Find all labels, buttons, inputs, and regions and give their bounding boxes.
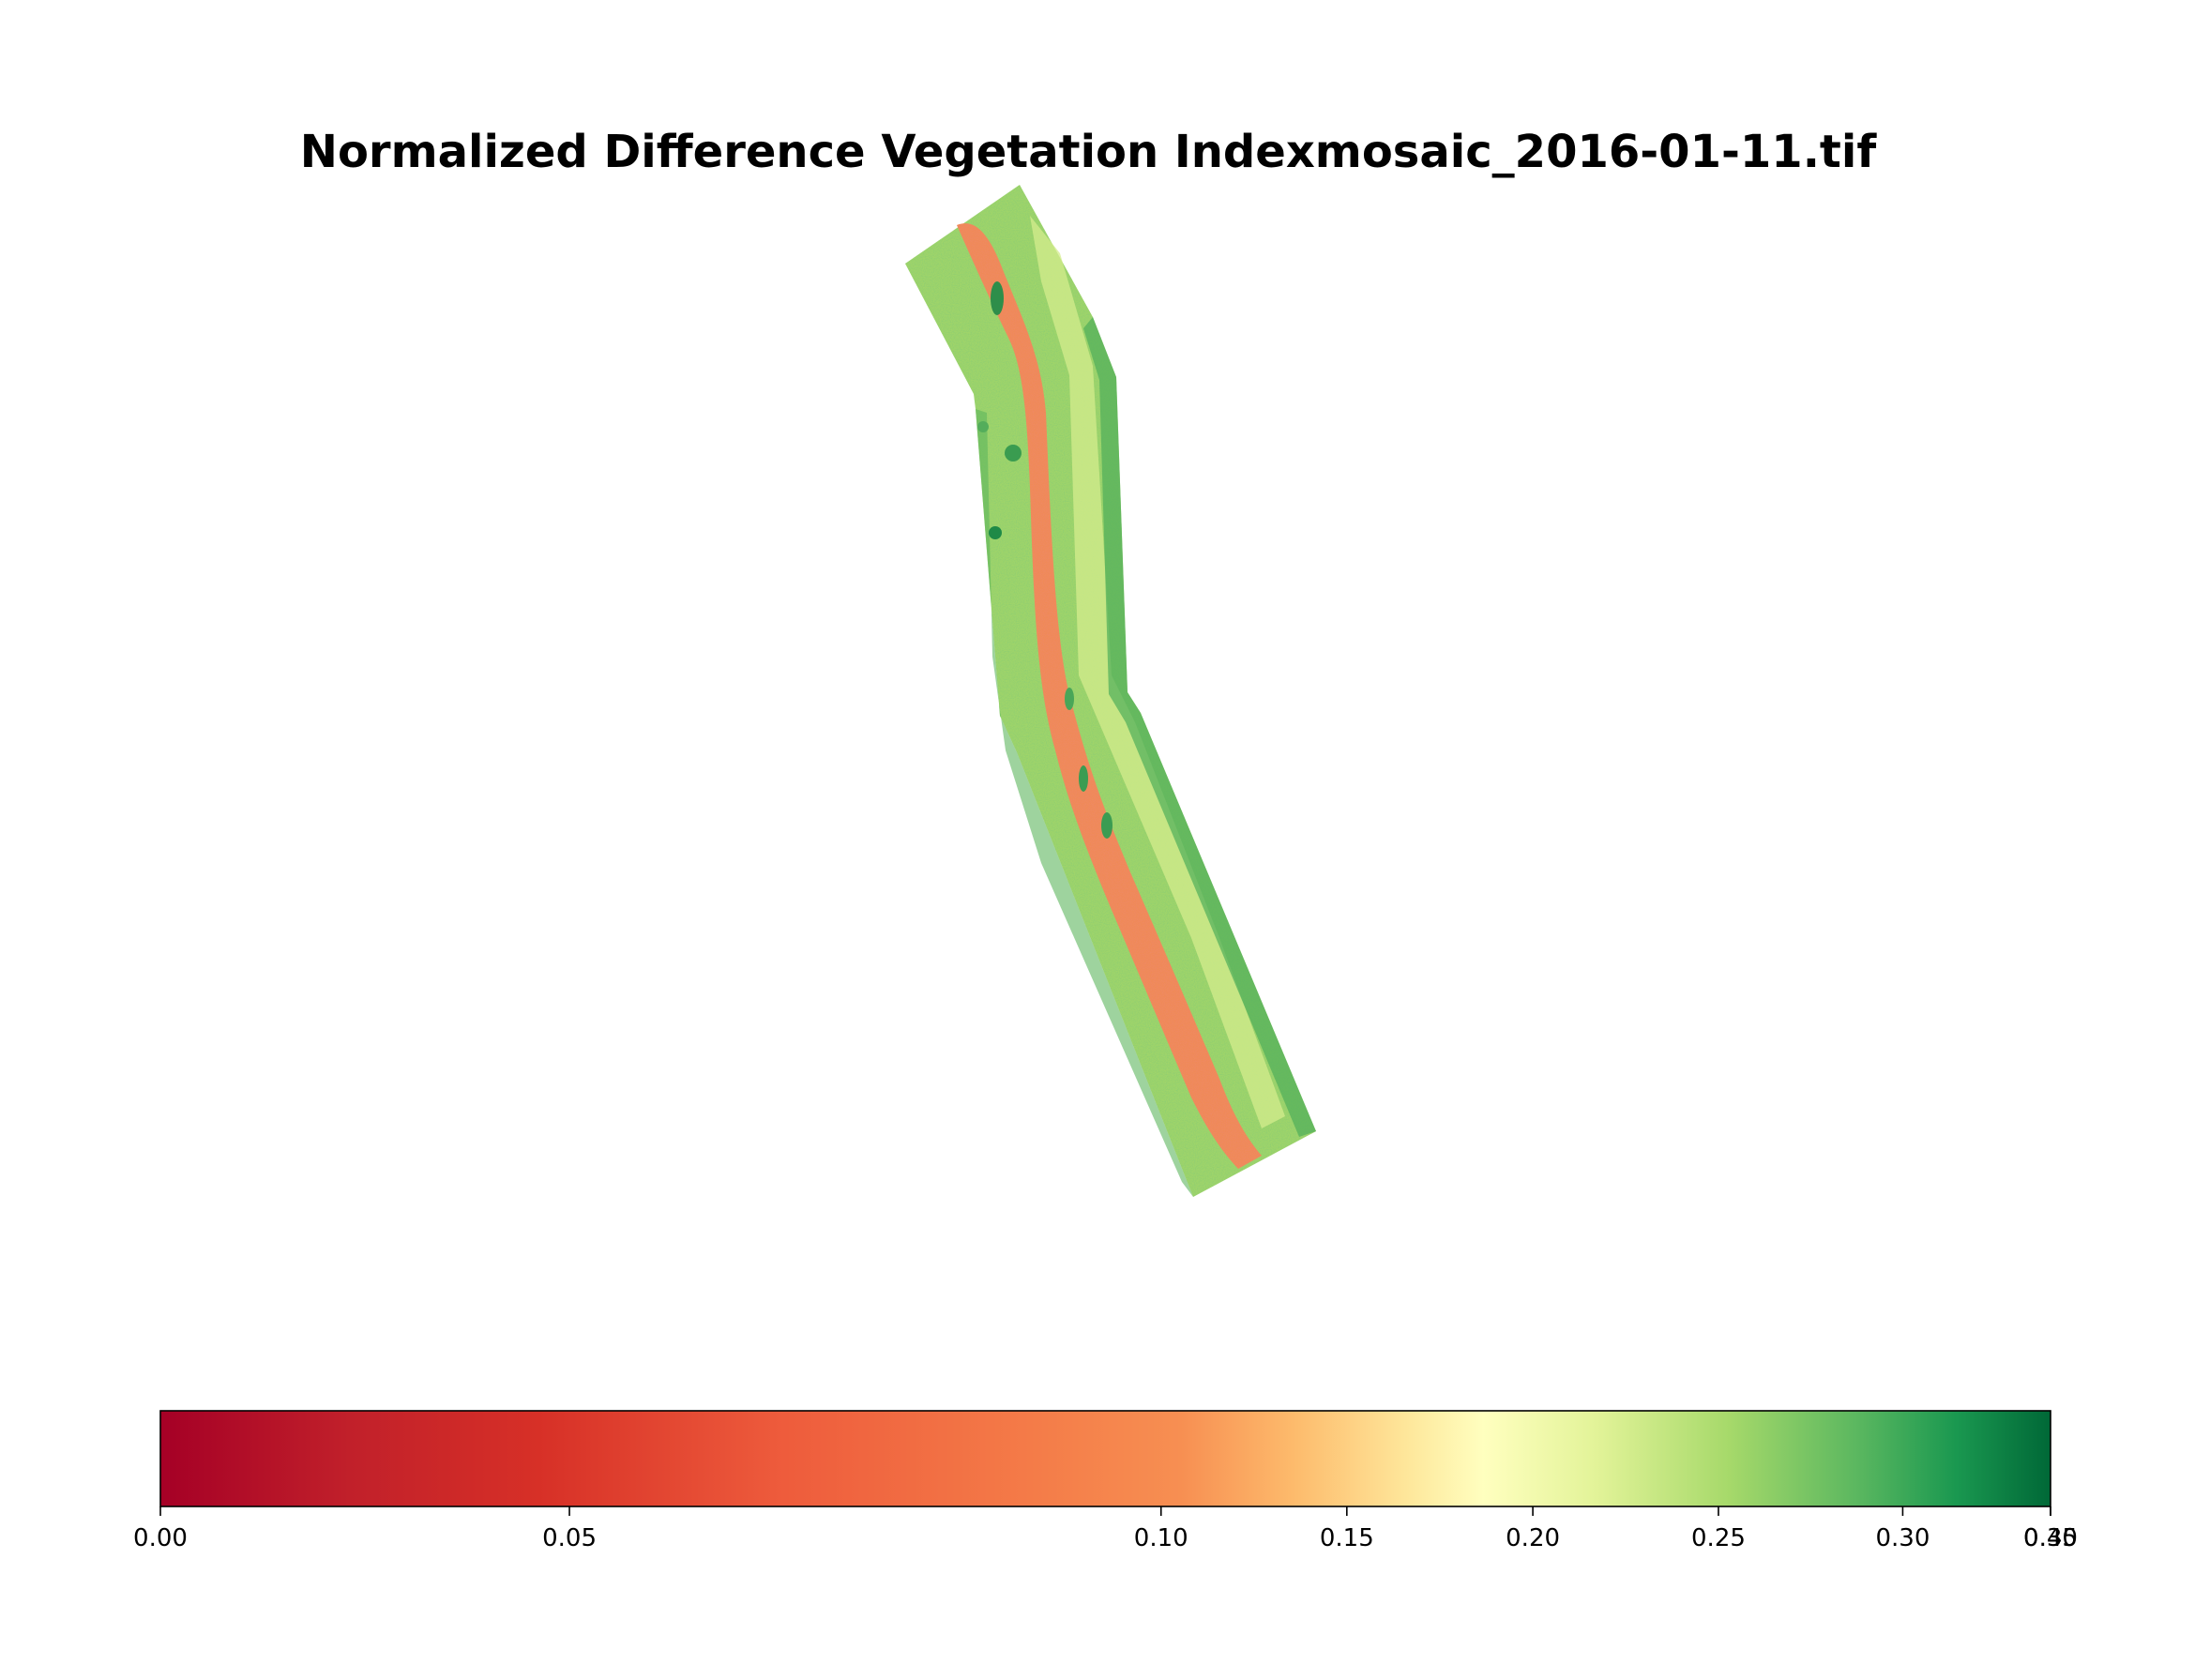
vegetation-patch xyxy=(977,421,989,432)
channel-island xyxy=(1101,812,1113,839)
channel-island xyxy=(991,281,1004,315)
colorbar-tick-label: 0.35 xyxy=(2023,1524,2078,1552)
colorbar: 0.00 0.05 0.10 0.15 0.20 0.25 0.30 0.350.40 xyxy=(133,1410,2078,1552)
channel-island xyxy=(1065,688,1074,710)
colorbar-tick-label: 0.25 xyxy=(1691,1524,1746,1552)
river-channel xyxy=(957,223,1262,1169)
colorbar-tick-label: 0.00 xyxy=(133,1524,188,1552)
channel-island xyxy=(1079,765,1088,792)
ndvi-raster xyxy=(905,185,1316,1197)
colorbar-tick-label: 0.10 xyxy=(1134,1524,1188,1552)
vegetation-patch xyxy=(1005,445,1022,462)
colorbar-bar xyxy=(159,1410,2051,1507)
raster-dark-band-right xyxy=(1083,317,1316,1137)
colorbar-tick-label: 0.30 xyxy=(1875,1524,1930,1552)
figure-title: Normalized Difference Vegetation Indexmo… xyxy=(300,126,1878,178)
colorbar-tick-label: 0.05 xyxy=(542,1524,597,1552)
colorbar-tick-label: 0.40 xyxy=(2023,1524,2078,1552)
colorbar-tick-label: 0.15 xyxy=(1320,1524,1374,1552)
vegetation-patch xyxy=(989,526,1002,539)
raster-light-band-right xyxy=(1030,216,1285,1128)
colorbar-tick-label: 0.20 xyxy=(1506,1524,1560,1552)
colorbar-ticks: 0.00 0.05 0.10 0.15 0.20 0.25 0.30 0.350.40 xyxy=(133,1506,2078,1552)
